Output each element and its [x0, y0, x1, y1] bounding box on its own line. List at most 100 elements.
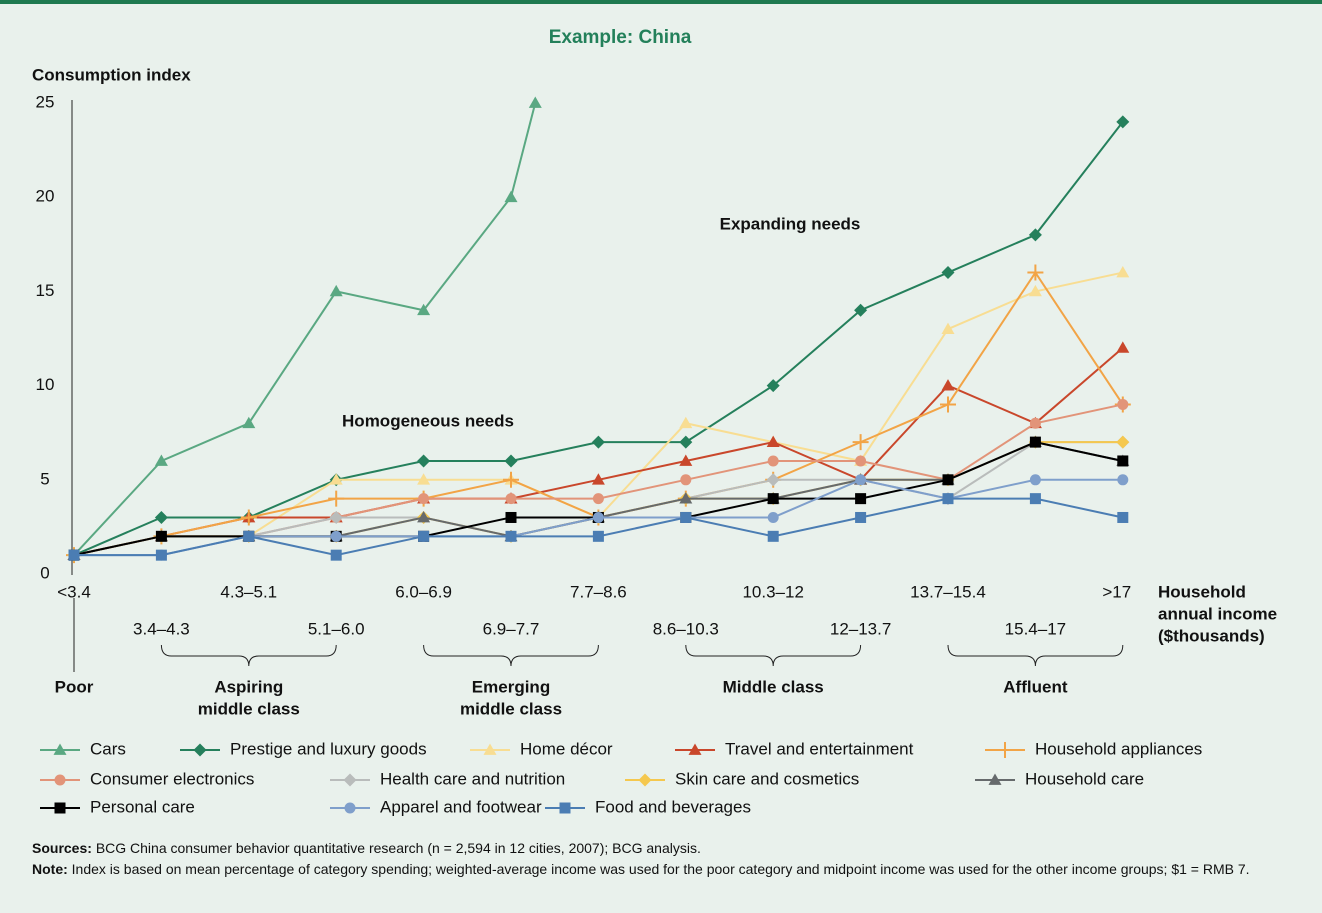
marker	[1117, 474, 1129, 486]
marker	[154, 454, 168, 466]
marker	[418, 530, 430, 542]
x-axis-label: annual income	[1158, 604, 1277, 623]
legend-label: Personal care	[90, 797, 195, 816]
note-text: Index is based on mean percentage of cat…	[71, 861, 1250, 877]
x-tick-label: 15.4–17	[1005, 619, 1066, 638]
group-brace	[947, 644, 1124, 667]
group-brace	[423, 644, 599, 667]
marker	[767, 493, 779, 505]
marker	[343, 773, 357, 787]
group-brace	[160, 644, 337, 667]
marker	[1029, 493, 1041, 505]
marker	[1116, 266, 1130, 278]
legend-label: Home décor	[520, 739, 613, 758]
group-label: middle class	[460, 699, 562, 718]
marker	[1027, 264, 1044, 281]
x-tick-label: >17	[1102, 582, 1131, 601]
x-axis-label: ($thousands)	[1158, 626, 1265, 645]
group-label: Affluent	[1003, 677, 1068, 696]
note-label: Note:	[32, 861, 68, 877]
marker	[942, 493, 954, 505]
marker	[680, 511, 692, 523]
marker	[328, 490, 345, 507]
marker	[638, 773, 652, 787]
legend-label: Consumer electronics	[90, 769, 254, 788]
y-tick-label: 15	[36, 281, 55, 300]
marker	[592, 530, 604, 542]
marker	[852, 434, 869, 451]
marker	[592, 511, 604, 523]
marker	[942, 474, 954, 486]
group-label: Aspiring	[214, 677, 283, 696]
marker	[766, 473, 780, 487]
x-tick-label: <3.4	[57, 582, 91, 601]
marker	[855, 455, 867, 467]
group-label: Middle class	[723, 677, 824, 696]
legend-label: Household appliances	[1035, 739, 1202, 758]
y-tick-label: 25	[36, 92, 55, 111]
marker	[1029, 474, 1041, 486]
marker	[1028, 228, 1042, 242]
marker	[591, 473, 605, 485]
marker	[155, 549, 167, 561]
marker	[54, 802, 66, 814]
marker	[242, 416, 256, 429]
group-label: Emerging	[472, 677, 550, 696]
marker	[417, 510, 431, 523]
marker	[941, 266, 955, 280]
sources: Sources: BCG China consumer behavior qua…	[32, 838, 1262, 859]
marker	[417, 473, 431, 485]
marker	[854, 303, 868, 317]
y-tick-label: 0	[40, 563, 49, 582]
marker	[1117, 398, 1129, 410]
sources-text: BCG China consumer behavior quantitative…	[95, 840, 701, 856]
marker	[679, 492, 693, 504]
marker	[1116, 435, 1130, 449]
marker	[767, 511, 779, 523]
marker	[505, 530, 517, 542]
marker	[505, 493, 517, 505]
marker	[68, 549, 80, 561]
legend-label: Travel and entertainment	[725, 739, 914, 758]
x-tick-label: 10.3–12	[742, 582, 803, 601]
x-tick-label: 13.7–15.4	[910, 582, 986, 601]
chart-title: Example: China	[549, 27, 692, 48]
marker	[1029, 436, 1041, 448]
top-bar	[0, 0, 1322, 4]
annotation: Expanding needs	[720, 214, 861, 233]
marker	[1029, 417, 1041, 429]
marker	[559, 802, 571, 814]
marker	[418, 493, 430, 505]
marker	[1116, 341, 1130, 353]
legend-label: Prestige and luxury goods	[230, 739, 427, 758]
x-tick-label: 5.1–6.0	[308, 619, 365, 638]
x-tick-label: 6.9–7.7	[483, 619, 540, 638]
marker	[679, 416, 693, 429]
marker	[329, 284, 343, 297]
marker	[504, 190, 518, 203]
group-brace	[685, 644, 862, 667]
marker	[988, 773, 1002, 785]
legend-label: Food and beverages	[595, 797, 751, 816]
y-tick-label: 20	[36, 187, 55, 206]
marker	[417, 303, 431, 316]
x-tick-label: 6.0–6.9	[395, 582, 452, 601]
series	[74, 497, 1124, 557]
marker	[417, 454, 431, 468]
marker	[1117, 455, 1129, 467]
marker	[240, 509, 257, 526]
marker	[330, 530, 342, 542]
x-tick-label: 7.7–8.6	[570, 582, 627, 601]
group-label: Poor	[55, 677, 94, 696]
marker	[766, 379, 780, 393]
marker	[766, 435, 780, 447]
x-tick-label: 12–13.7	[830, 619, 891, 638]
marker	[503, 471, 519, 488]
marker	[855, 493, 867, 505]
annotation: Homogeneous needs	[342, 411, 514, 430]
note: Note: Index is based on mean percentage …	[32, 859, 1262, 880]
marker	[504, 454, 518, 468]
legend-label: Apparel and footwear	[380, 797, 542, 816]
